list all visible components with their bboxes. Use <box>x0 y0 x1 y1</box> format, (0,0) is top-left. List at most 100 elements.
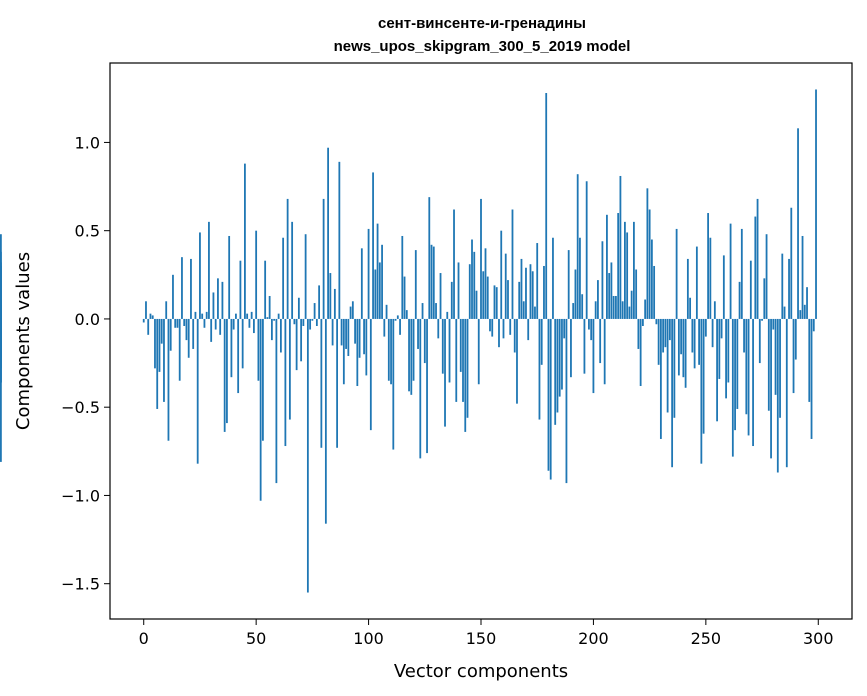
bar <box>531 271 534 319</box>
bar <box>603 318 606 385</box>
bar <box>626 232 629 319</box>
bar <box>275 318 278 484</box>
bar <box>799 310 802 319</box>
bar <box>439 273 442 319</box>
bar <box>518 281 521 319</box>
bar <box>597 280 599 319</box>
bar <box>745 318 748 415</box>
bar <box>295 318 298 371</box>
bar <box>691 318 694 353</box>
bar <box>410 318 413 395</box>
bar <box>747 318 750 436</box>
bar <box>149 313 152 319</box>
bar <box>743 318 745 353</box>
bar <box>421 303 424 319</box>
bar <box>671 318 674 468</box>
bar <box>570 318 572 378</box>
x-tick-label: 200 <box>578 629 609 648</box>
bar <box>333 288 336 319</box>
bar <box>729 223 732 319</box>
bar <box>563 318 566 339</box>
bar <box>698 318 700 365</box>
bar <box>491 318 494 337</box>
bar <box>812 318 815 332</box>
bar <box>336 318 338 448</box>
bar <box>677 318 680 376</box>
bar <box>167 318 170 441</box>
bar <box>381 244 383 319</box>
y-tick-label: 0.5 <box>75 222 100 241</box>
bar <box>403 276 406 319</box>
bar <box>702 318 705 434</box>
bar <box>304 234 307 319</box>
bar <box>187 318 190 358</box>
bar <box>219 318 222 335</box>
bar <box>259 318 262 501</box>
bar <box>545 93 548 319</box>
bar <box>342 318 345 385</box>
bar <box>624 221 626 319</box>
bar <box>808 318 811 402</box>
bar <box>459 318 462 372</box>
bar <box>788 258 790 319</box>
bar <box>437 318 440 339</box>
bar <box>504 253 507 319</box>
bar <box>196 318 199 464</box>
bar <box>666 318 669 413</box>
bar <box>740 228 743 319</box>
bar <box>217 278 219 319</box>
bar <box>727 318 730 383</box>
bar <box>457 262 460 319</box>
bar <box>156 318 159 409</box>
bar <box>190 258 192 319</box>
bar <box>363 318 365 355</box>
bar <box>561 318 563 390</box>
bar <box>639 318 642 387</box>
bar <box>313 303 316 319</box>
bar <box>493 285 496 319</box>
bar <box>345 318 347 349</box>
x-tick-label: 300 <box>803 629 834 648</box>
bar <box>414 250 417 319</box>
bar <box>567 250 570 319</box>
bar <box>309 318 312 330</box>
y-tick-label: −1.5 <box>61 575 100 594</box>
bar <box>477 318 480 385</box>
bar <box>543 265 545 319</box>
bar <box>583 318 586 374</box>
bar <box>520 258 523 319</box>
bar <box>165 301 168 319</box>
bar <box>279 318 282 353</box>
bar <box>785 318 788 468</box>
bar <box>792 318 795 394</box>
bar <box>383 318 386 337</box>
x-tick-label: 50 <box>246 629 266 648</box>
bar <box>306 318 309 593</box>
bar <box>558 318 561 397</box>
bar <box>396 315 399 319</box>
bar <box>684 318 687 388</box>
bar <box>428 197 431 319</box>
bar <box>540 318 543 365</box>
bar <box>214 318 217 330</box>
bar <box>502 318 505 339</box>
bar <box>522 301 525 319</box>
bar <box>208 221 210 319</box>
bar <box>772 318 775 330</box>
bar <box>763 278 766 319</box>
bar <box>718 318 721 379</box>
bar <box>686 258 689 319</box>
bar <box>356 318 359 387</box>
bar <box>556 318 559 413</box>
bar <box>552 237 554 319</box>
bar <box>194 311 197 319</box>
bar <box>536 243 539 319</box>
bar <box>250 311 253 319</box>
bar <box>387 318 390 381</box>
bar <box>246 313 249 319</box>
bar <box>288 318 291 420</box>
bar <box>221 281 224 319</box>
bar <box>169 318 172 351</box>
bar <box>471 239 473 319</box>
bar <box>507 280 509 319</box>
